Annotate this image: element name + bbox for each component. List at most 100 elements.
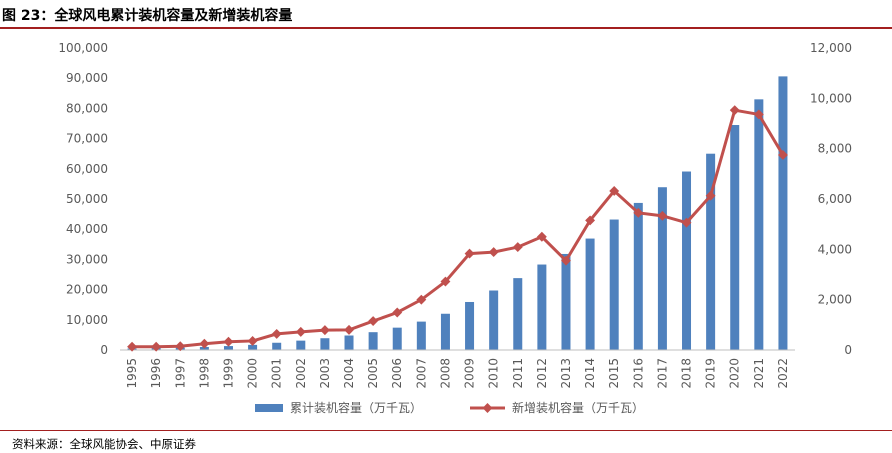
- figure-header: 图 23：全球风电累计装机容量及新增装机容量: [0, 0, 892, 30]
- x-tick-label: 2001: [270, 358, 284, 389]
- x-tick-label: 2016: [631, 358, 645, 389]
- figure-footer: 资料来源：全球风能协会、中原证券: [0, 430, 892, 453]
- bar: [537, 264, 547, 350]
- y-left-tick-label: 10,000: [66, 313, 108, 327]
- x-tick-label: 2020: [728, 358, 742, 389]
- x-tick-label: 2013: [559, 358, 573, 389]
- footer-rule: [0, 430, 892, 431]
- bar: [392, 327, 402, 350]
- figure-title: 图 23：全球风电累计装机容量及新增装机容量: [2, 8, 293, 24]
- line-marker: [416, 294, 427, 305]
- line-marker: [705, 190, 716, 201]
- bar: [730, 125, 740, 350]
- line-marker: [392, 307, 403, 318]
- line-marker: [344, 324, 354, 335]
- line-marker: [729, 105, 740, 116]
- line-marker: [127, 341, 138, 352]
- bar: [489, 290, 499, 350]
- x-tick-label: 1995: [125, 358, 139, 389]
- line-marker: [753, 109, 764, 120]
- bar: [440, 313, 450, 350]
- line-series-path: [132, 108, 785, 349]
- y-right-tick-label: 10,000: [810, 91, 852, 105]
- y-left-tick-label: 0: [100, 343, 108, 357]
- bar: [416, 321, 426, 350]
- line-marker: [319, 325, 330, 336]
- line-marker: [151, 341, 162, 352]
- x-tick-label: 2021: [752, 358, 766, 389]
- line-marker: [175, 341, 186, 352]
- bar: [657, 187, 667, 350]
- bar: [609, 219, 619, 350]
- y-right-tick-label: 8,000: [818, 142, 852, 156]
- x-tick-label: 2012: [535, 358, 549, 389]
- line-marker: [777, 150, 788, 160]
- bar: [706, 153, 716, 350]
- x-tick-label: 2004: [342, 358, 356, 389]
- x-tick-label: 2005: [366, 358, 380, 389]
- bar: [513, 278, 523, 350]
- legend: 累计装机容量（万千瓦） 新增装机容量（万千瓦）: [255, 400, 644, 415]
- line-marker: [199, 338, 210, 349]
- x-tick-label: 2003: [318, 358, 332, 389]
- x-axis: 1995 1996 1997 1998 1999 2000 2001 2002 2003 2004…: [125, 358, 790, 389]
- line-marker: [561, 255, 571, 266]
- line-marker: [271, 328, 282, 339]
- line-marker: [609, 185, 620, 196]
- x-tick-label: 2018: [680, 358, 694, 389]
- bar: [296, 340, 306, 350]
- y-right-tick-label: 6,000: [818, 192, 852, 206]
- x-tick-label: 1996: [149, 358, 163, 389]
- x-tick-label: 2022: [776, 358, 790, 389]
- bar: [272, 342, 282, 350]
- x-tick-label: 2011: [511, 358, 525, 389]
- line-marker: [585, 215, 596, 226]
- x-tick-label: 2007: [414, 358, 428, 389]
- y-left-tick-label: 40,000: [66, 222, 108, 236]
- x-tick-label: 2008: [438, 358, 452, 389]
- line-marker: [488, 247, 499, 258]
- combo-chart: 0 10,000 20,000 30,000 40,000 50,000 60,000 70,…: [58, 41, 852, 415]
- line-marker: [536, 231, 547, 242]
- y-right-tick-label: 12,000: [810, 41, 852, 55]
- y-right-tick-label: 0: [844, 343, 852, 357]
- x-tick-label: 1998: [197, 358, 211, 389]
- x-tick-label: 2017: [655, 358, 669, 389]
- line-marker: [633, 207, 644, 218]
- y-left-tick-label: 60,000: [66, 162, 108, 176]
- x-tick-label: 1997: [173, 358, 187, 389]
- x-tick-label: 2010: [487, 358, 501, 389]
- y-right-tick-label: 4,000: [818, 242, 852, 256]
- header-rule: [0, 27, 892, 29]
- line-marker: [512, 242, 523, 253]
- bar: [368, 332, 378, 350]
- line-marker: [295, 326, 306, 337]
- line-marker: [681, 217, 692, 228]
- legend-bar-swatch: [255, 404, 283, 412]
- left-axis: 0 10,000 20,000 30,000 40,000 50,000 60,000 70,…: [58, 41, 108, 357]
- legend-bar-label: 累计装机容量（万千瓦）: [290, 400, 422, 415]
- right-axis: 0 2,000 4,000 6,000 8,000 10,000 12,000: [810, 41, 852, 357]
- bar: [754, 99, 764, 350]
- x-tick-label: 2014: [583, 358, 597, 389]
- y-left-tick-label: 90,000: [66, 71, 108, 85]
- x-tick-label: 2019: [704, 358, 718, 389]
- x-tick-label: 2006: [390, 358, 404, 389]
- bar: [778, 76, 788, 350]
- x-tick-label: 2015: [607, 358, 621, 389]
- x-tick-label: 2000: [246, 358, 260, 389]
- bar: [248, 344, 258, 350]
- bar-series: [127, 76, 788, 350]
- x-tick-label: 2002: [294, 358, 308, 389]
- bar: [633, 202, 643, 350]
- line-marker: [368, 316, 379, 327]
- y-left-tick-label: 50,000: [66, 192, 108, 206]
- bar: [682, 171, 692, 350]
- line-marker: [657, 210, 668, 221]
- y-left-tick-label: 100,000: [58, 41, 108, 55]
- line-series-markers: [127, 105, 788, 352]
- y-left-tick-label: 70,000: [66, 132, 108, 146]
- bar: [320, 338, 330, 350]
- bar: [465, 301, 475, 350]
- y-left-tick-label: 30,000: [66, 252, 108, 266]
